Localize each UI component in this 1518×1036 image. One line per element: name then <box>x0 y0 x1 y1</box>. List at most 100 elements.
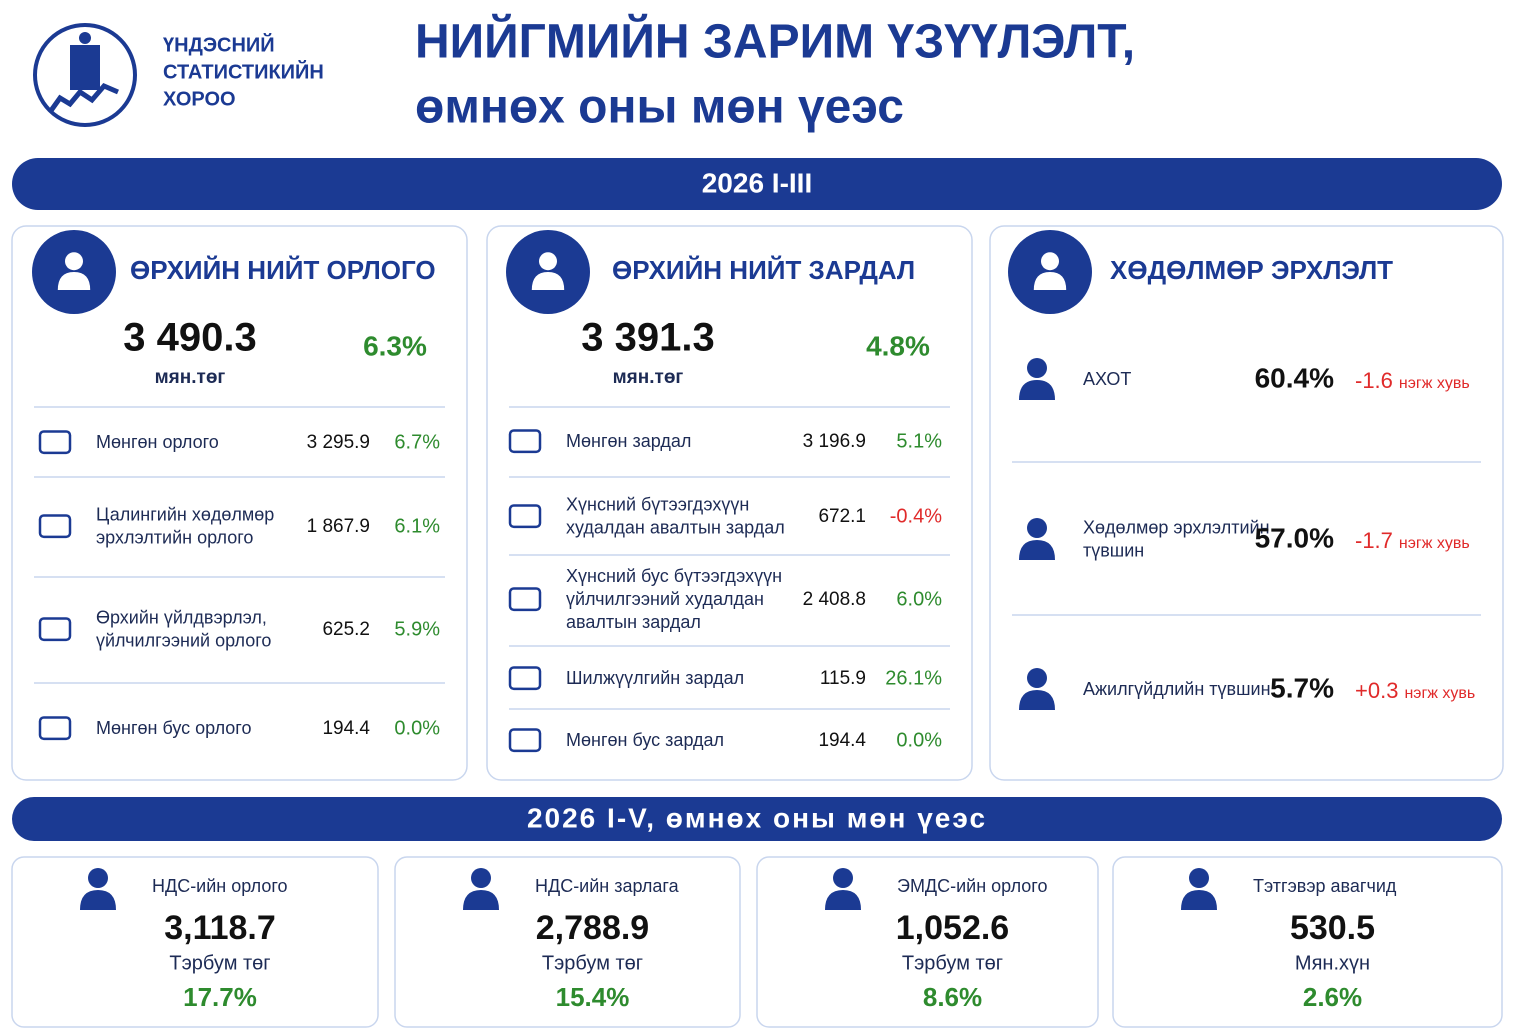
card-title: НДС-ийн зарлага <box>535 876 680 896</box>
icon <box>833 868 853 888</box>
icon <box>508 728 542 753</box>
section-banner <box>12 797 1502 841</box>
icon <box>80 890 116 910</box>
icon <box>38 617 72 642</box>
card-change: 8.6% <box>923 982 982 1012</box>
org-name: ХОРОО <box>163 88 236 110</box>
page-title: өмнөх оны мөн үеэс <box>415 81 904 134</box>
row-label: үйлчилгээний орлого <box>96 630 271 650</box>
icon <box>57 272 91 290</box>
icon <box>825 890 861 910</box>
icon <box>1189 868 1209 888</box>
icon <box>38 514 72 539</box>
panel <box>486 225 973 781</box>
icon <box>65 252 83 271</box>
icon <box>1019 690 1055 710</box>
row-value: 3 196.9 <box>803 431 866 452</box>
total-value: 3 490.3 <box>123 316 256 360</box>
row-value: 672.1 <box>818 506 866 527</box>
total-unit: мян.төг <box>155 367 226 388</box>
row-value: 194.4 <box>818 730 866 751</box>
row-label: авалтын зардал <box>566 612 701 632</box>
org-name: СТАТИСТИКИЙН <box>163 59 324 83</box>
row-label: Ажилгүйдлийн түвшин <box>1083 679 1271 699</box>
icon <box>508 666 542 691</box>
icon <box>1181 890 1217 910</box>
icon <box>508 504 542 529</box>
panel-title: ӨРХИЙН НИЙТ ЗАРДАЛ <box>612 255 915 285</box>
row-label: Мөнгөн орлого <box>96 432 219 452</box>
row-label: худалдан авалтын зардал <box>566 517 785 537</box>
row-change: -1.7 <box>1355 528 1393 553</box>
row-label: Шилжүүлгийн зардал <box>566 668 744 688</box>
icon <box>38 430 72 455</box>
section-banner <box>12 158 1502 210</box>
row-change-unit: нэгж хувь <box>1399 535 1470 552</box>
card-title: ЭМДС-ийн орлого <box>897 876 1047 896</box>
logo <box>33 23 137 127</box>
card-value: 1,052.6 <box>896 909 1009 947</box>
row-label: Цалингийн хөдөлмөр <box>96 504 274 524</box>
card-unit: Тэрбум төг <box>902 952 1003 974</box>
row-change: 0.0% <box>394 717 440 739</box>
row-value: 194.4 <box>322 718 370 739</box>
row-value: 2 408.8 <box>803 589 866 610</box>
total-change: 6.3% <box>363 330 427 361</box>
card-change: 2.6% <box>1303 982 1362 1012</box>
icon <box>1041 252 1059 271</box>
page-title: НИЙГМИЙН ЗАРИМ ҮЗҮҮЛЭЛТ, <box>415 14 1135 69</box>
row-value: 625.2 <box>322 619 370 640</box>
row-label: Хөдөлмөр эрхлэлтийн <box>1083 517 1270 537</box>
panel-title: ХӨДӨЛМӨР ЭРХЛЭЛТ <box>1110 255 1393 285</box>
row-change-unit: нэгж хувь <box>1404 685 1475 702</box>
card-value: 530.5 <box>1290 909 1375 947</box>
row-change: 6.7% <box>394 431 440 453</box>
card-unit: Тэрбум төг <box>542 952 643 974</box>
row-value: 3 295.9 <box>307 432 370 453</box>
panel-title: ӨРХИЙН НИЙТ ОРЛОГО <box>130 255 436 285</box>
row-value: 60.4% <box>1255 362 1334 393</box>
card-value: 2,788.9 <box>536 909 649 947</box>
card-change: 17.7% <box>183 982 257 1012</box>
card-change: 15.4% <box>556 982 630 1012</box>
row-change: 5.9% <box>394 618 440 640</box>
row-label: Хүнсний бүтээгдэхүүн <box>566 494 749 514</box>
icon <box>531 272 565 290</box>
row-change: 6.0% <box>896 588 942 610</box>
row-change: 5.1% <box>896 430 942 452</box>
row-value: 115.9 <box>820 668 866 689</box>
panel <box>11 225 468 781</box>
row-value: 1 867.9 <box>307 516 370 537</box>
icon <box>1033 272 1067 290</box>
section-label: 2026 I-III <box>702 167 813 198</box>
card-value: 3,118.7 <box>164 909 276 947</box>
icon <box>508 429 542 454</box>
icon <box>471 868 491 888</box>
icon <box>539 252 557 271</box>
row-label: Мөнгөн бус зардал <box>566 730 724 750</box>
icon <box>1027 518 1047 538</box>
icon <box>38 716 72 741</box>
total-change: 4.8% <box>866 330 930 361</box>
card-title: Тэтгэвэр авагчид <box>1253 876 1397 896</box>
row-label: Хүнсний бус бүтээгдэхүүн <box>566 566 782 586</box>
icon <box>1019 380 1055 400</box>
row-label: АХОТ <box>1083 369 1131 389</box>
org-name: ҮНДЭСНИЙ <box>163 32 275 56</box>
row-change: 26.1% <box>885 667 942 689</box>
row-label: Мөнгөн зардал <box>566 431 691 451</box>
icon <box>463 890 499 910</box>
card-title: НДС-ийн орлого <box>152 876 288 896</box>
row-value: 5.7% <box>1270 672 1334 703</box>
row-change: 0.0% <box>896 729 942 751</box>
row-label: Өрхийн үйлдвэрлэл, <box>96 607 267 627</box>
card-unit: Тэрбум төг <box>169 952 270 974</box>
row-change: -1.6 <box>1355 368 1393 393</box>
card-unit: Мян.хүн <box>1295 952 1370 974</box>
row-change: 6.1% <box>394 515 440 537</box>
icon <box>1027 668 1047 688</box>
panel <box>989 225 1504 781</box>
icon <box>1019 540 1055 560</box>
section-label: 2026 I-V, өмнөх оны мөн үеэс <box>527 802 987 833</box>
